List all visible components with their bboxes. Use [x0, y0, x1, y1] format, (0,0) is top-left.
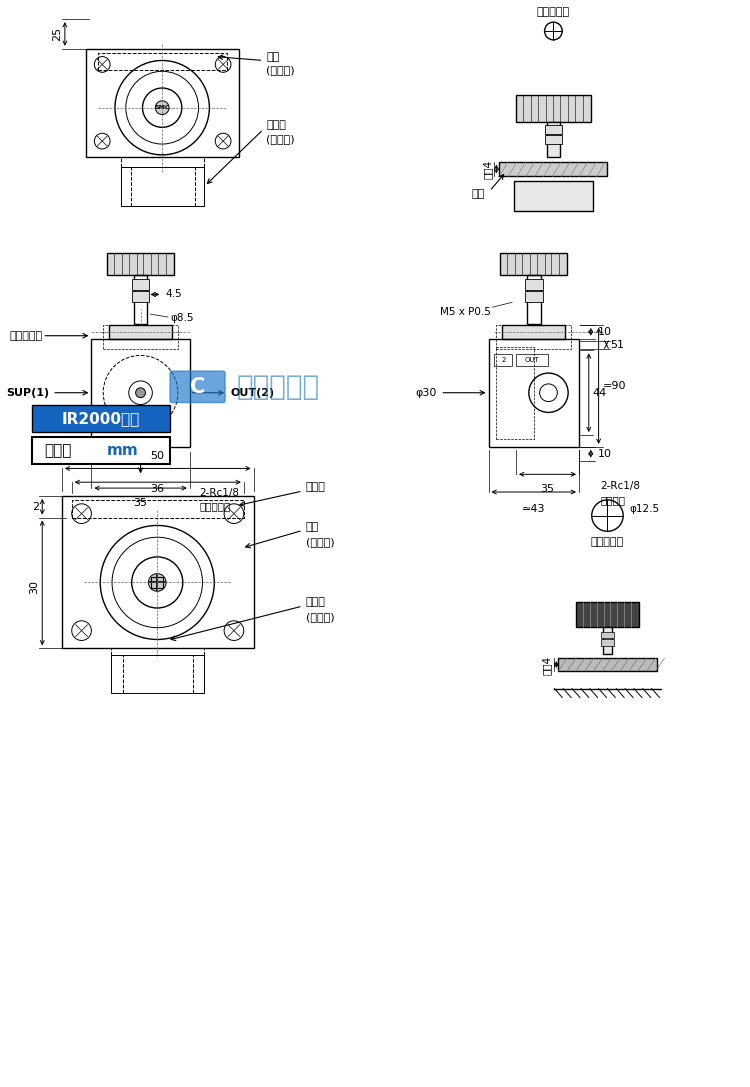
Bar — [488, 339, 579, 447]
Bar — [98, 52, 227, 71]
Bar — [500, 253, 567, 275]
Text: 五金旗舰店: 五金旗舰店 — [237, 373, 320, 401]
Text: 44: 44 — [592, 388, 607, 398]
Text: 35: 35 — [134, 498, 148, 508]
Text: 安装孔: 安装孔 — [306, 483, 326, 492]
Text: OUT: OUT — [524, 358, 539, 363]
Text: 50: 50 — [150, 451, 164, 461]
Text: 2: 2 — [501, 358, 506, 363]
Bar — [86, 49, 238, 157]
Text: SUP(1): SUP(1) — [6, 388, 50, 398]
Bar — [503, 325, 566, 339]
Circle shape — [155, 101, 169, 114]
Bar — [525, 291, 542, 302]
Bar — [152, 576, 164, 588]
Text: (可选项): (可选项) — [266, 134, 295, 145]
Bar — [72, 500, 244, 517]
Bar — [107, 253, 174, 275]
Bar — [601, 632, 614, 638]
Text: =90: =90 — [602, 380, 626, 391]
Text: 2: 2 — [32, 502, 39, 512]
Bar — [132, 291, 149, 302]
Text: 压力表口径: 压力表口径 — [200, 501, 231, 511]
Text: 单位：: 单位： — [44, 443, 71, 459]
Text: 4.5: 4.5 — [165, 289, 182, 299]
Text: 36: 36 — [150, 484, 164, 495]
Text: 最匹4: 最匹4 — [482, 160, 493, 179]
Circle shape — [136, 388, 146, 398]
Text: M5 x P0.5: M5 x P0.5 — [440, 308, 491, 317]
Bar — [544, 125, 562, 134]
Text: (可选项): (可选项) — [306, 612, 334, 622]
Bar — [544, 135, 562, 145]
Text: 面板安装孔: 面板安装孔 — [591, 537, 624, 547]
Bar — [576, 602, 639, 627]
Text: 2-Rc1/8: 2-Rc1/8 — [601, 482, 640, 491]
Bar — [601, 639, 614, 647]
Bar — [32, 404, 170, 432]
Text: SMC: SMC — [154, 105, 170, 110]
Bar — [526, 275, 541, 324]
Bar — [516, 95, 591, 123]
Text: 最匹4: 最匹4 — [542, 655, 551, 675]
Text: (可选项): (可选项) — [306, 537, 334, 547]
Text: 10: 10 — [598, 327, 612, 337]
Text: OUT(2): OUT(2) — [230, 388, 274, 398]
Bar — [121, 166, 205, 205]
Text: 30: 30 — [29, 580, 40, 595]
Bar — [496, 325, 571, 349]
Bar — [494, 354, 512, 366]
Bar — [525, 278, 542, 289]
Text: 25: 25 — [52, 27, 62, 41]
Bar — [496, 347, 534, 439]
Text: 压力表: 压力表 — [266, 121, 286, 130]
Bar — [111, 655, 205, 692]
Bar — [558, 658, 656, 671]
Bar — [547, 123, 560, 157]
Text: 51: 51 — [610, 339, 625, 350]
Bar — [132, 278, 149, 289]
Text: 2-Rc1/8: 2-Rc1/8 — [200, 488, 239, 498]
Text: (可选项): (可选项) — [266, 65, 295, 75]
Text: φ8.5: φ8.5 — [170, 313, 194, 323]
Text: 面板安装孔: 面板安装孔 — [537, 8, 570, 17]
Text: 压力表: 压力表 — [306, 597, 326, 608]
Bar — [109, 325, 172, 339]
FancyBboxPatch shape — [170, 371, 225, 402]
Text: 接管口径: 接管口径 — [601, 495, 625, 504]
Text: 先导排气口: 先导排气口 — [9, 330, 42, 340]
Circle shape — [148, 574, 166, 591]
Bar — [62, 496, 254, 648]
Bar — [92, 339, 190, 447]
Text: 35: 35 — [541, 484, 554, 495]
Bar — [134, 275, 148, 324]
Text: mm: mm — [107, 443, 139, 459]
Text: 面板: 面板 — [471, 189, 484, 199]
Text: φ12.5: φ12.5 — [629, 503, 659, 514]
Bar — [516, 354, 548, 366]
Bar — [500, 162, 608, 176]
Text: 托架: 托架 — [306, 523, 319, 533]
Bar — [602, 627, 613, 654]
Text: ≃43: ≃43 — [522, 503, 545, 514]
Text: IR2000系列: IR2000系列 — [62, 411, 140, 426]
Bar — [104, 325, 178, 349]
Text: 托架: 托架 — [266, 51, 280, 62]
Text: C: C — [190, 377, 206, 397]
Text: 10: 10 — [598, 449, 612, 459]
Bar — [514, 182, 592, 211]
Text: φ30: φ30 — [416, 388, 437, 398]
Bar — [32, 437, 170, 464]
